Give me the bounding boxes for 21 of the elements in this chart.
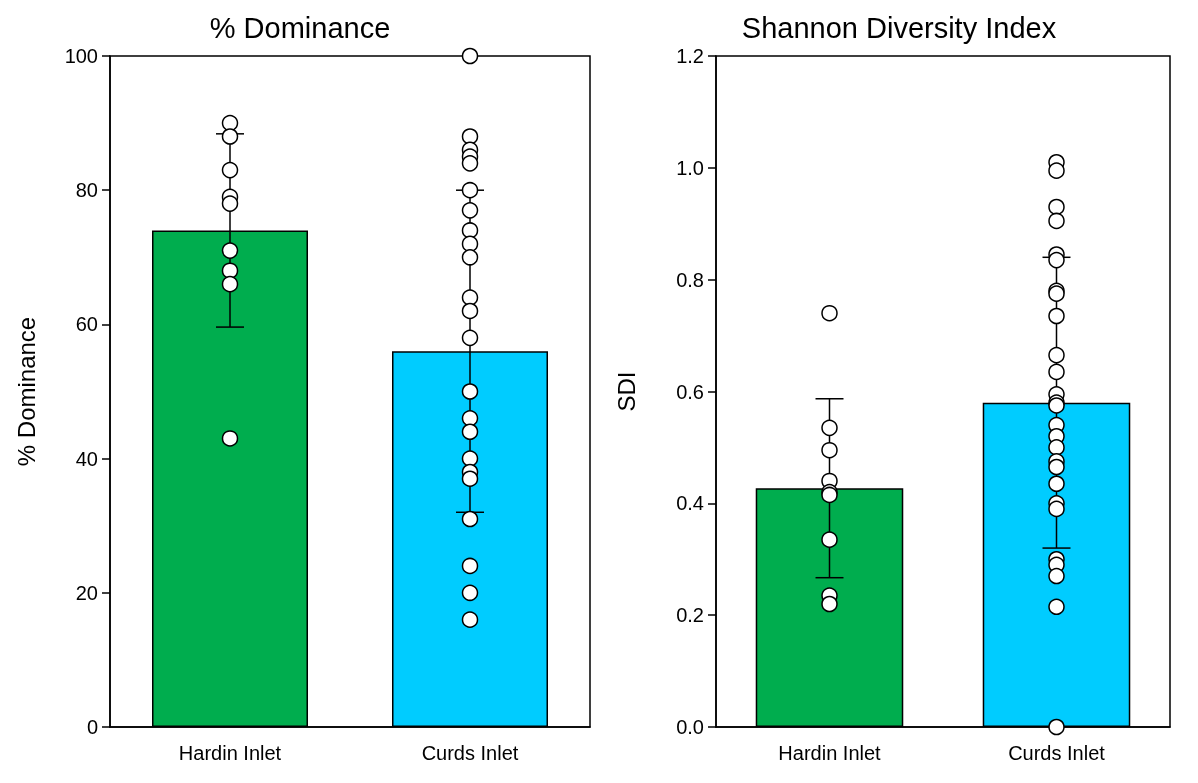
y-tick-label: 1.2 — [676, 45, 704, 67]
y-tick-label: 20 — [75, 581, 98, 604]
y-tick-label: 100 — [64, 45, 98, 67]
chart-title: Shannon Diversity Index — [741, 11, 1057, 44]
y-axis-title: % Dominance — [12, 316, 40, 467]
chart-title: % Dominance — [209, 11, 391, 44]
x-tick-label: Hardin Inlet — [778, 742, 882, 764]
y-tick-label: 1.0 — [676, 156, 704, 179]
y-tick-label: 0.2 — [676, 604, 704, 627]
x-tick-label: Curds Inlet — [421, 742, 519, 764]
y-tick-label: 0.0 — [676, 716, 704, 738]
y-axis-title: SDI — [612, 371, 640, 412]
x-tick-label: Curds Inlet — [1008, 742, 1106, 764]
y-tick-label: 40 — [75, 447, 98, 470]
y-tick-label: 0.6 — [676, 380, 704, 403]
x-tick-label: Hardin Inlet — [178, 742, 282, 764]
y-tick-label: 0.8 — [676, 268, 704, 291]
y-tick-label: 0 — [86, 716, 98, 738]
y-tick-label: 0.4 — [676, 492, 704, 515]
y-tick-label: 60 — [75, 313, 98, 336]
y-tick-label: 80 — [75, 179, 98, 202]
